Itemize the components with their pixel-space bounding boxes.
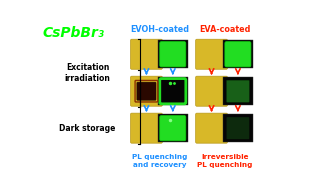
FancyBboxPatch shape: [227, 80, 249, 102]
Text: EVOH-coated: EVOH-coated: [130, 25, 189, 34]
FancyBboxPatch shape: [196, 39, 228, 69]
FancyBboxPatch shape: [131, 113, 162, 143]
Text: Excitation
irradiation: Excitation irradiation: [64, 63, 111, 83]
Text: PL quenching
and recovery: PL quenching and recovery: [132, 154, 187, 168]
FancyBboxPatch shape: [196, 113, 228, 143]
Text: EVA-coated: EVA-coated: [199, 25, 250, 34]
FancyBboxPatch shape: [223, 40, 252, 68]
FancyBboxPatch shape: [225, 42, 251, 67]
FancyBboxPatch shape: [160, 42, 186, 67]
FancyBboxPatch shape: [158, 77, 187, 105]
Text: Dark storage: Dark storage: [59, 124, 116, 133]
FancyBboxPatch shape: [137, 82, 156, 100]
FancyBboxPatch shape: [160, 115, 186, 141]
FancyBboxPatch shape: [227, 117, 249, 139]
FancyBboxPatch shape: [131, 76, 162, 106]
FancyBboxPatch shape: [131, 39, 162, 69]
FancyBboxPatch shape: [158, 40, 187, 68]
Text: CsPbBr₃: CsPbBr₃: [43, 26, 105, 40]
FancyBboxPatch shape: [223, 77, 252, 105]
FancyBboxPatch shape: [223, 114, 252, 142]
Text: Irreversible
PL quenching: Irreversible PL quenching: [197, 154, 252, 168]
FancyBboxPatch shape: [196, 76, 228, 106]
FancyBboxPatch shape: [158, 114, 187, 142]
